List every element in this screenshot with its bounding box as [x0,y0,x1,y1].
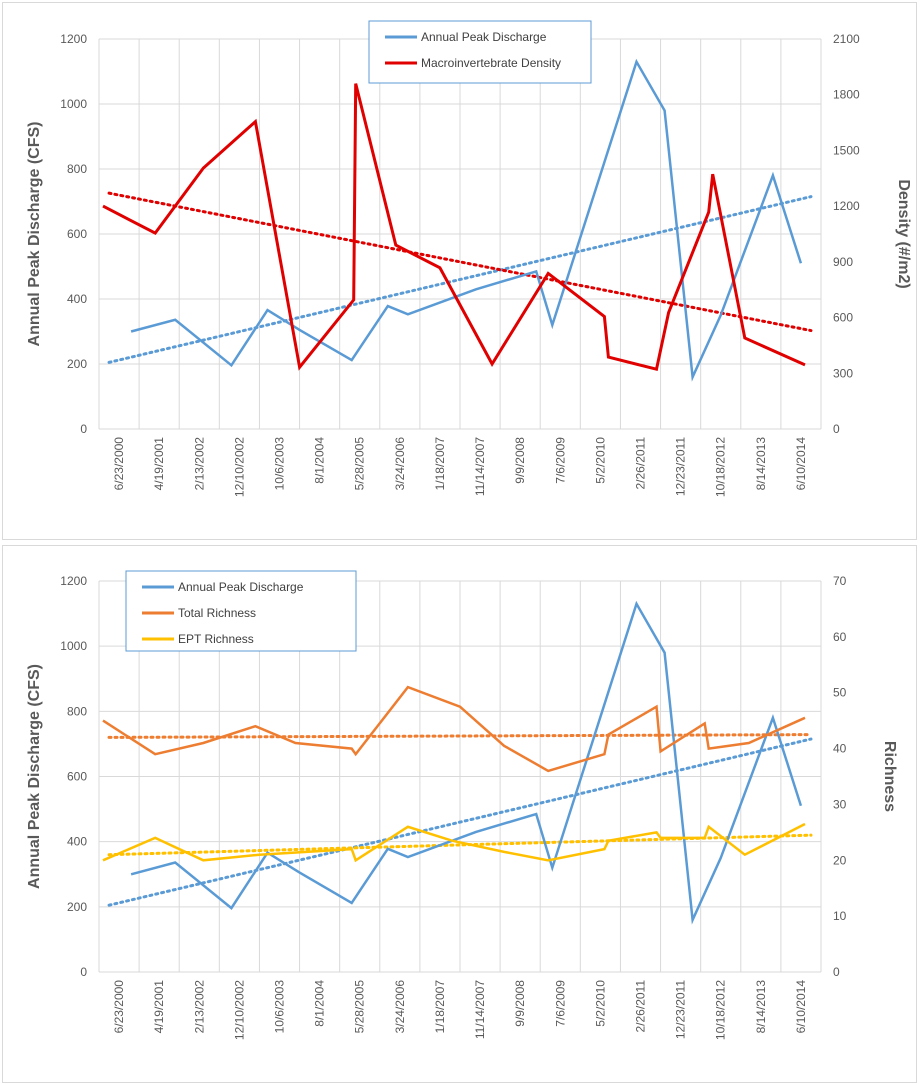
right-axis-tick-label: 10 [833,909,847,923]
left-axis-tick-label: 1000 [60,639,87,653]
left-axis-tick-label: 400 [67,292,87,306]
annual-peak-discharge-line [130,58,803,382]
x-axis-tick-label: 2/26/2011 [634,980,648,1033]
x-axis-tick-label: 9/9/2008 [513,980,527,1027]
x-axis-tick-label: 4/19/2001 [152,980,166,1034]
x-axis-tick-label: 3/24/2006 [393,980,407,1034]
x-axis-tick-label: 11/14/2007 [473,437,487,496]
x-axis-tick-label: 2/26/2011 [634,437,648,490]
left-axis-tick-label: 200 [67,900,87,914]
right-axis-tick-label: 30 [833,797,847,811]
x-axis-tick-label: 4/19/2001 [152,437,166,491]
x-axis-tick-label: 6/23/2000 [112,980,126,1034]
left-axis-tick-label: 600 [67,227,87,241]
macroinvertebrate-density-line [102,83,806,372]
right-axis-tick-label: 900 [833,255,853,269]
x-axis-tick-label: 5/28/2005 [353,980,367,1034]
x-axis-tick-label: 5/2/2010 [593,437,607,484]
chart-legend: Annual Peak Discharge Total Richness EPT R… [125,570,357,652]
annual-peak-discharge-trendline [107,737,813,907]
left-axis-tick-label: 400 [67,835,87,849]
density-chart-panel: 0 200 400 600 800 1000 1200 0 300 600 900 1200 1500 1… [2,2,917,540]
left-axis-tick-label: 200 [67,357,87,371]
left-axis-title: Annual Peak Discharge (CFS) [26,122,43,347]
annual-peak-discharge-trendline [107,195,813,364]
left-axis-tick-label: 1200 [60,32,87,46]
left-axis-tick-label: 0 [80,422,87,436]
x-axis-tick-label: 8/1/2004 [313,437,327,484]
right-axis-tick-label: 1200 [833,199,860,213]
ept-richness-line [102,822,806,863]
right-axis-title: Richness [881,741,898,812]
right-axis-title: Density (#/m2) [895,179,912,288]
x-axis-tick-label: 5/2/2010 [593,980,607,1027]
right-axis-tick-label: 60 [833,630,847,644]
left-axis-title: Annual Peak Discharge (CFS) [26,664,43,889]
x-axis-tick-label: 10/18/2012 [714,437,728,497]
left-axis-tick-label: 800 [67,704,87,718]
legend-label-total-richness: Total Richness [178,606,256,620]
richness-chart-svg: 0 200 400 600 800 1000 1200 0 10 20 30 40 50 60 70 6/23… [26,570,898,1040]
legend-label-ept-richness: EPT Richness [178,632,254,646]
right-axis-tick-label: 70 [833,574,847,588]
x-axis-tick-label: 2/13/2002 [192,980,206,1034]
x-axis-tick-label: 6/10/2014 [794,980,808,1034]
right-axis-tick-label: 1500 [833,143,860,157]
right-axis-tick-label: 300 [833,366,853,380]
left-axis-tick-label: 1000 [60,97,87,111]
right-axis-tick-label: 40 [833,742,847,756]
right-axis-tick-label: 2100 [833,32,860,46]
chart-legend: Annual Peak Discharge Macroinvertebrate D… [368,20,592,84]
left-axis-tick-label: 800 [67,162,87,176]
left-axis-tick-label: 0 [80,965,87,979]
annual-peak-discharge-line [130,600,803,925]
x-axis-tick-label: 7/6/2009 [553,437,567,484]
x-axis-tick-label: 8/1/2004 [313,980,327,1027]
x-axis-tick-label: 9/9/2008 [513,437,527,484]
legend-box [368,20,592,84]
legend-label-macroinvertebrate-density: Macroinvertebrate Density [421,56,561,70]
density-chart-svg: 0 200 400 600 800 1000 1200 0 300 600 900 1200 1500 1… [26,20,912,497]
x-axis-tick-label: 6/10/2014 [794,437,808,491]
x-axis-tick-label: 11/14/2007 [473,980,487,1039]
left-axis-tick-label: 600 [67,770,87,784]
legend-label-annual-peak-discharge: Annual Peak Discharge [421,30,547,44]
right-axis-tick-label: 20 [833,853,847,867]
right-axis-tick-label: 0 [833,965,840,979]
x-axis-tick-label: 1/18/2007 [433,437,447,491]
right-axis-tick-label: 1800 [833,88,860,102]
x-axis-tick-label: 8/14/2013 [754,980,768,1034]
legend-label-annual-peak-discharge: Annual Peak Discharge [178,580,304,594]
x-axis-tick-label: 10/6/2003 [273,437,287,491]
right-axis-tick-label: 50 [833,686,847,700]
x-axis-tick-label: 2/13/2002 [192,437,206,491]
total-richness-line [102,685,806,773]
x-axis-tick-label: 1/18/2007 [433,980,447,1034]
x-axis-tick-label: 12/10/2002 [232,980,246,1040]
x-axis-tick-label: 12/10/2002 [232,437,246,497]
x-axis-tick-label: 6/23/2000 [112,437,126,491]
x-axis-tick-label: 3/24/2006 [393,437,407,491]
x-axis-tick-label: 12/23/2011 [674,980,688,1039]
x-axis-tick-label: 10/6/2003 [273,980,287,1034]
x-axis-tick-label: 8/14/2013 [754,437,768,491]
right-axis-tick-label: 600 [833,311,853,325]
x-axis-tick-label: 5/28/2005 [353,437,367,491]
left-axis-tick-label: 1200 [60,574,87,588]
x-axis-tick-label: 7/6/2009 [553,980,567,1027]
x-axis-tick-label: 10/18/2012 [714,980,728,1040]
macroinvertebrate-density-trendline [107,191,813,333]
right-axis-tick-label: 0 [833,422,840,436]
richness-chart-panel: 0 200 400 600 800 1000 1200 0 10 20 30 40 50 60 70 6/23… [2,545,917,1083]
x-axis-tick-label: 12/23/2011 [674,437,688,496]
